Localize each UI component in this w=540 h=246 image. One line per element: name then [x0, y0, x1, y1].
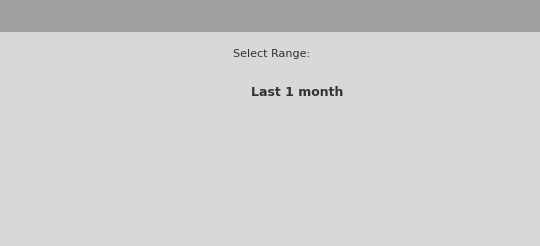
Y-axis label: Orders: Orders [30, 151, 40, 188]
Text: Orders: Orders [14, 10, 57, 20]
Text: Last Month: Last Month [325, 49, 382, 59]
Bar [62, 182, 518, 207]
Text: ▼: ▼ [405, 50, 411, 59]
Bar [397, 39, 418, 69]
Bar [62, 133, 518, 157]
Text: Last 1 month: Last 1 month [251, 86, 343, 99]
Text: Select Range:: Select Range: [233, 49, 310, 59]
Text: Amounts: Amounts [78, 10, 133, 20]
